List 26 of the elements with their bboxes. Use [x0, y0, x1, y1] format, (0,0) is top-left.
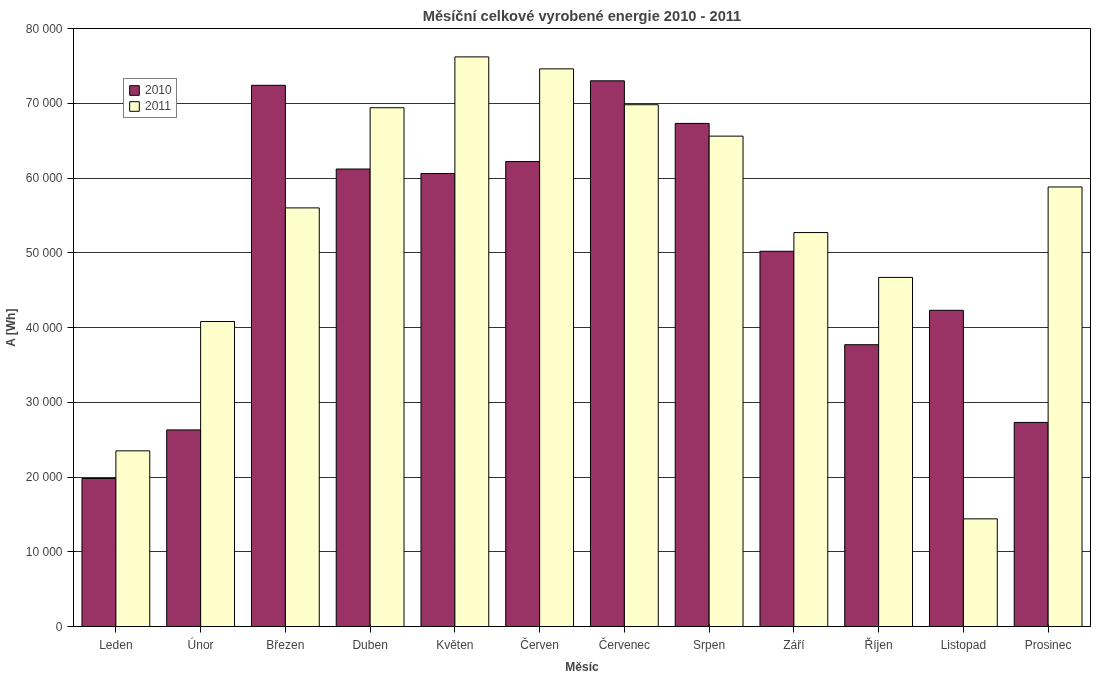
x-axis-title: Měsíc — [565, 659, 599, 674]
x-tick-label: Duben — [352, 637, 388, 652]
y-tick-label: 10 000 — [25, 544, 63, 559]
x-tick-label: Září — [783, 637, 806, 652]
y-tick-label: 50 000 — [25, 245, 63, 260]
x-tick-label: Březen — [266, 637, 305, 652]
x-tick-label: Červen — [520, 636, 559, 652]
x-tick-label: Prosinec — [1024, 637, 1072, 652]
y-tick-label: 80 000 — [25, 21, 63, 36]
chart-title: Měsíční celkové vyrobené energie 2010 - 2011 — [422, 7, 742, 24]
x-tick-label: Červenec — [598, 636, 651, 652]
legend-label: 2011 — [145, 99, 171, 113]
x-tick-label: Květen — [436, 637, 474, 652]
y-tick-label: 20 000 — [25, 470, 63, 484]
y-tick-label: 40 000 — [25, 320, 63, 335]
y-tick-label: 30 000 — [25, 395, 63, 410]
x-tick-label: Srpen — [693, 637, 726, 652]
y-tick-label: 0 — [55, 619, 63, 634]
x-tick-label: Únor — [187, 636, 214, 652]
x-tick-label: Leden — [99, 637, 133, 652]
y-tick-label: 70 000 — [25, 96, 63, 111]
x-tick-label: Listopad — [940, 637, 987, 652]
y-axis-title: A [Wh] — [3, 308, 18, 347]
x-tick-label: Říjen — [864, 636, 893, 652]
y-tick-label: 60 000 — [25, 171, 63, 185]
legend-label: 2010 — [145, 83, 172, 97]
